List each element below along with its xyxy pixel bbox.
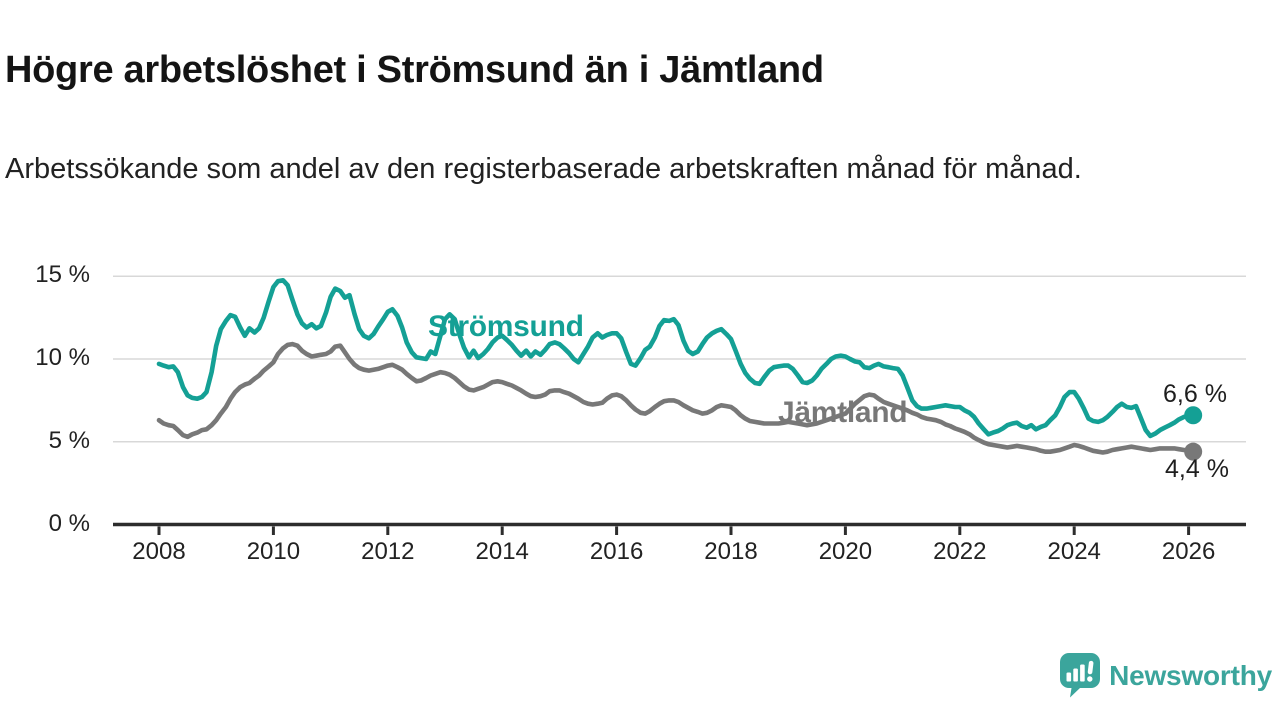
stromsund-inline-label: Strömsund (428, 310, 584, 343)
jamtland-end-value-label: 4,4 % (1165, 455, 1229, 483)
jamtland-inline-label: Jämtland (778, 396, 908, 429)
x-axis-tick-label: 2014 (475, 538, 529, 565)
y-axis-tick-label: 10 % (35, 343, 90, 371)
page-subtitle: Arbetssökande som andel av den registerb… (5, 153, 1082, 185)
page-title: Högre arbetslöshet i Strömsund än i Jämt… (5, 49, 824, 92)
x-axis-tick-label: 2026 (1161, 538, 1216, 565)
y-axis-tick-label: 15 % (35, 261, 90, 289)
bar-chart-speech-bubble-icon (1060, 653, 1101, 698)
y-axis-tick-label: 0 % (48, 509, 90, 537)
x-axis-tick-label: 2018 (704, 538, 758, 565)
stromsund-end-value-label: 6,6 % (1163, 380, 1227, 408)
x-axis-tick-label: 2016 (589, 538, 644, 565)
y-axis-tick-label: 5 % (48, 426, 90, 454)
x-axis-tick-label: 2010 (246, 538, 301, 565)
stromsund-end-dot (1184, 406, 1203, 425)
x-axis-tick-label: 2024 (1047, 538, 1101, 565)
newsworthy-logo: Newsworthy (1059, 653, 1272, 698)
logo-text: Newsworthy (1109, 659, 1272, 691)
x-axis-tick-label: 2020 (818, 538, 873, 565)
x-axis-tick-label: 2008 (132, 538, 186, 565)
x-axis-tick-label: 2012 (361, 538, 415, 565)
jamtland-end-dot (1184, 442, 1203, 461)
jamtland-line (156, 341, 1196, 455)
stromsund-line (156, 278, 1196, 439)
x-axis-tick-label: 2022 (933, 538, 987, 565)
